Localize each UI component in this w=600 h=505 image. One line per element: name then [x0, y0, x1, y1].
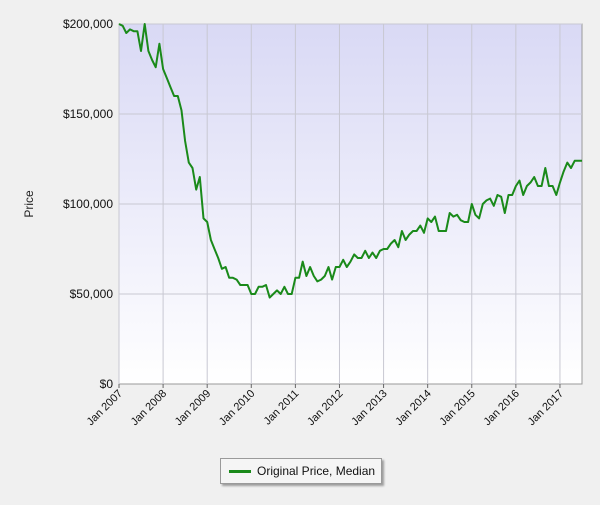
series-line-original-price-median [118, 23, 582, 299]
x-tick-label: Jan 2008 [129, 388, 169, 428]
x-tick-label: Jan 2015 [437, 388, 477, 428]
x-tick-label: Jan 2017 [526, 388, 566, 428]
legend-label: Original Price, Median [257, 464, 376, 478]
y-tick-label: $150,000 [63, 107, 113, 121]
x-tick-label: Jan 2012 [305, 388, 345, 428]
legend[interactable]: Original Price, Median [220, 458, 382, 484]
x-tick-label: Jan 2007 [85, 388, 125, 428]
x-tick-label: Jan 2016 [481, 388, 521, 428]
legend-line-swatch [229, 469, 251, 473]
grid-lines [118, 23, 582, 384]
y-tick-label: $100,000 [63, 197, 113, 211]
x-tick-label: Jan 2014 [393, 388, 433, 428]
series-layer [118, 23, 582, 299]
x-tick-label: Jan 2009 [173, 388, 213, 428]
x-tick-label: Jan 2013 [349, 388, 389, 428]
y-tick-label: $50,000 [70, 287, 114, 301]
x-tick-label: Jan 2011 [262, 388, 302, 428]
y-axis-label: Price [22, 190, 36, 218]
x-axis-ticks: Jan 2007 Jan 2008 Jan 2009 Jan 2010 Jan 2011… [85, 384, 566, 428]
y-tick-label: $0 [100, 377, 114, 391]
y-axis-ticks: $0 $50,000 $100,000 $150,000 $200,000 [63, 17, 113, 391]
y-tick-label: $200,000 [63, 17, 113, 31]
x-tick-label: Jan 2010 [217, 388, 257, 428]
